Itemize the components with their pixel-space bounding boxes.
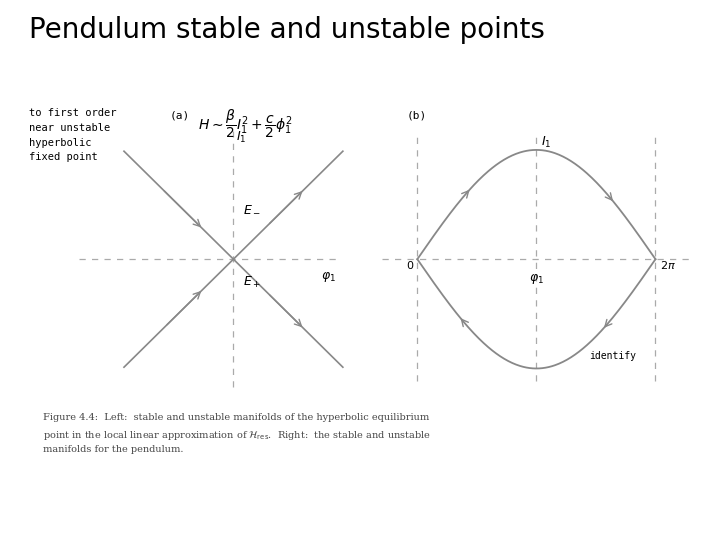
Text: $2\pi$: $2\pi$ xyxy=(660,260,676,272)
Text: Figure 4.4:  Left:  stable and unstable manifolds of the hyperbolic equilibrium: Figure 4.4: Left: stable and unstable ma… xyxy=(43,413,429,422)
Text: to first order
near unstable
hyperbolic
fixed point: to first order near unstable hyperbolic … xyxy=(29,108,117,163)
Text: $I_1$: $I_1$ xyxy=(236,130,246,145)
Text: $E_-$: $E_-$ xyxy=(243,202,261,215)
Text: point in the local linear approximation of $\mathcal{H}_{\rm res}$.  Right:  the: point in the local linear approximation … xyxy=(43,429,431,442)
Text: $\varphi_1$: $\varphi_1$ xyxy=(529,272,544,286)
Text: (b): (b) xyxy=(407,111,427,121)
Text: identify: identify xyxy=(589,352,636,361)
Text: $0$: $0$ xyxy=(406,260,414,272)
Text: manifolds for the pendulum.: manifolds for the pendulum. xyxy=(43,446,184,455)
Text: (a): (a) xyxy=(169,111,189,121)
Text: Pendulum stable and unstable points: Pendulum stable and unstable points xyxy=(29,16,544,44)
Text: $E_+$: $E_+$ xyxy=(243,275,261,291)
Text: $H \sim \dfrac{\beta}{2}I_1^2 + \dfrac{c}{2}\phi_1^2$: $H \sim \dfrac{\beta}{2}I_1^2 + \dfrac{c… xyxy=(198,108,293,140)
Text: $I_1$: $I_1$ xyxy=(541,134,552,150)
Text: $\varphi_1$: $\varphi_1$ xyxy=(321,270,336,284)
